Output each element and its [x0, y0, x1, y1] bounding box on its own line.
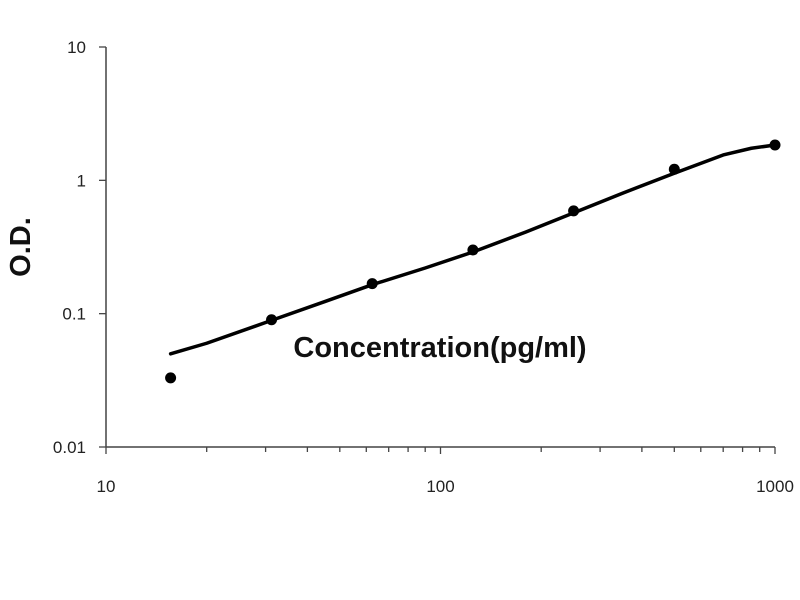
- series-layer: [165, 139, 781, 384]
- y-tick-label: 10: [67, 38, 86, 57]
- data-point: [266, 314, 278, 326]
- x-tick-label: 1000: [756, 477, 794, 496]
- data-point: [467, 244, 479, 256]
- y-axis-ticks: [99, 46, 106, 448]
- x-tick-label: 10: [97, 477, 116, 496]
- data-point: [165, 372, 177, 384]
- y-tick-label: 1: [77, 171, 86, 190]
- x-tick-label: 100: [426, 477, 454, 496]
- data-point: [366, 278, 378, 290]
- data-point: [769, 139, 781, 151]
- x-axis-title: Concentration(pg/ml): [293, 332, 586, 364]
- y-axis-title: O.D.: [5, 217, 37, 277]
- y-tick-label: 0.01: [53, 438, 86, 457]
- x-axis-ticks: [105, 447, 776, 454]
- data-point: [568, 205, 580, 217]
- y-tick-label: 0.1: [62, 305, 86, 324]
- fit-curve-line: [168, 143, 777, 356]
- data-point: [668, 163, 680, 175]
